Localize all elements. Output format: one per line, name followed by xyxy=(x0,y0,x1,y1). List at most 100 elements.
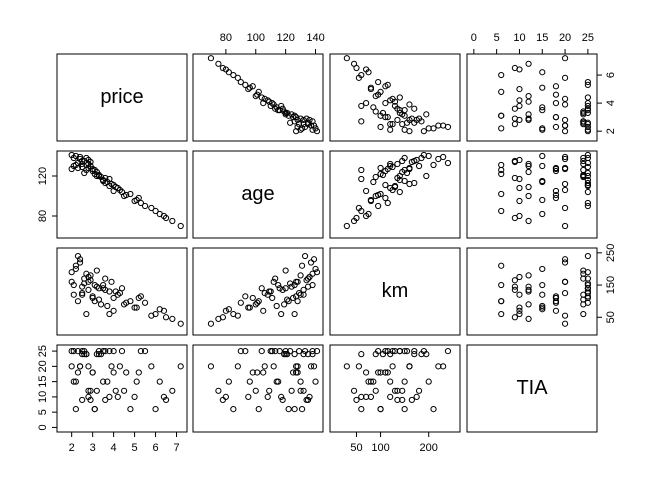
point xyxy=(234,363,241,370)
point xyxy=(396,107,403,114)
point xyxy=(85,387,92,394)
point xyxy=(294,298,301,305)
point xyxy=(207,363,215,370)
x-tick-label: 25 xyxy=(582,32,594,44)
point xyxy=(377,123,384,131)
point xyxy=(350,387,358,394)
point xyxy=(83,270,90,277)
point xyxy=(552,167,560,175)
point xyxy=(266,387,273,394)
point xyxy=(275,281,282,289)
point xyxy=(408,115,415,122)
point xyxy=(516,197,523,205)
point xyxy=(246,84,253,91)
point xyxy=(287,119,294,126)
point xyxy=(95,351,103,358)
point xyxy=(141,202,149,210)
point xyxy=(278,310,285,318)
point xyxy=(83,351,90,358)
point xyxy=(114,393,121,400)
point xyxy=(91,166,98,174)
point xyxy=(516,97,523,104)
point xyxy=(89,293,96,300)
point xyxy=(401,112,408,119)
point xyxy=(141,299,149,306)
point xyxy=(76,259,84,266)
panel xyxy=(56,344,188,433)
point xyxy=(444,159,452,167)
point xyxy=(307,122,315,129)
point xyxy=(110,307,117,314)
point xyxy=(498,88,505,95)
point xyxy=(162,314,170,321)
point xyxy=(246,378,253,385)
point xyxy=(406,128,413,135)
point xyxy=(282,348,289,355)
point xyxy=(525,168,532,176)
point xyxy=(561,312,569,319)
panel xyxy=(192,344,324,433)
point xyxy=(387,378,394,385)
point xyxy=(74,164,82,172)
point xyxy=(391,387,399,394)
point xyxy=(222,393,229,400)
point xyxy=(411,348,418,355)
point xyxy=(584,188,591,196)
point xyxy=(93,172,100,180)
point xyxy=(102,348,109,355)
point xyxy=(561,259,569,266)
point xyxy=(225,306,232,313)
x-tick-label: 100 xyxy=(247,32,265,44)
point xyxy=(552,83,560,90)
point xyxy=(552,164,560,172)
point xyxy=(295,348,303,355)
point xyxy=(237,299,244,306)
point xyxy=(511,105,518,112)
point xyxy=(396,348,403,355)
point xyxy=(68,151,75,159)
point xyxy=(79,163,86,171)
point xyxy=(580,270,587,277)
x-tick-label: 50 xyxy=(350,442,362,454)
y-tick-label: 0 xyxy=(37,424,49,430)
point xyxy=(102,396,109,404)
point xyxy=(406,363,413,370)
y-tick-label: 15 xyxy=(37,376,49,388)
x-tick-label: 15 xyxy=(536,32,548,44)
point xyxy=(260,100,267,107)
point xyxy=(309,351,316,358)
point xyxy=(72,378,79,385)
point xyxy=(525,315,532,322)
point xyxy=(273,378,280,385)
point xyxy=(110,294,117,302)
point xyxy=(93,351,100,358)
point xyxy=(79,283,86,290)
point xyxy=(291,281,298,289)
point xyxy=(79,157,86,165)
x-tick-label: 200 xyxy=(420,442,438,454)
point xyxy=(584,151,591,159)
point xyxy=(525,192,532,200)
point xyxy=(264,393,271,400)
point xyxy=(83,310,90,318)
point xyxy=(70,291,77,298)
point xyxy=(408,158,415,166)
point xyxy=(440,363,447,370)
point xyxy=(148,312,155,319)
point xyxy=(102,179,109,187)
x-tick-label: 20 xyxy=(559,32,571,44)
point xyxy=(137,199,144,207)
point xyxy=(269,348,276,355)
point xyxy=(539,107,546,114)
x-tick-label: 140 xyxy=(306,32,324,44)
point xyxy=(408,396,415,404)
point xyxy=(584,163,591,171)
x-tick-label: 80 xyxy=(220,32,232,44)
point xyxy=(584,181,591,189)
point xyxy=(358,102,365,110)
point xyxy=(350,217,358,225)
point xyxy=(258,94,265,101)
point xyxy=(276,348,283,355)
point xyxy=(584,78,591,86)
